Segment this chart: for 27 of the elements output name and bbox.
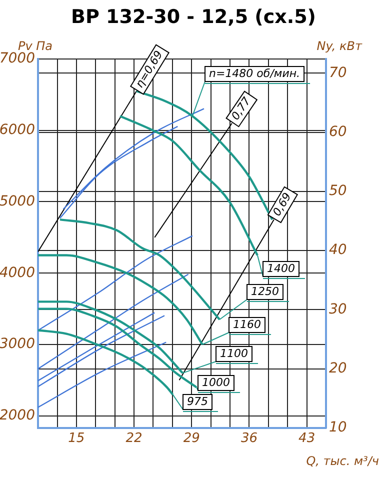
chart-title: ВР 132-30 - 12,5 (сх.5): [71, 6, 316, 28]
x-axis-title: Q, тыс. м³/ч: [306, 454, 379, 468]
y2-tick-label: 40: [329, 242, 347, 258]
x-tick-label: 36: [240, 431, 258, 446]
y-tick-label: 7000: [0, 50, 36, 67]
y2-axis-title: Ny, кВт: [316, 39, 364, 54]
legend-label: 975: [187, 394, 208, 408]
x-tick-label: 43: [298, 431, 316, 446]
y-tick-label: 5000: [0, 193, 36, 210]
y2-tick-label: 10: [329, 420, 347, 436]
x-tick-label: 15: [68, 431, 85, 446]
y2-tick-label: 20: [329, 360, 347, 377]
series-label: 1400: [267, 262, 295, 275]
legend-label: 1100: [220, 346, 248, 360]
y2-tick-label: 50: [329, 183, 347, 200]
legend-label: 1250: [251, 284, 279, 298]
legend-label: 1000: [202, 376, 230, 389]
y-tick-label: 4000: [0, 264, 36, 281]
text: n=1480 об/мин.: [209, 66, 300, 80]
y2-tick-label: 70: [329, 64, 347, 81]
legend-label: 1160: [233, 318, 261, 331]
y2-tick-label: 60: [329, 124, 347, 140]
y2-tick-label: 30: [329, 301, 347, 318]
y-axis-title: Pv Па: [18, 39, 53, 54]
y-tick-label: 6000: [0, 122, 36, 138]
x-tick-label: 22: [126, 431, 142, 446]
x-tick-label: 29: [183, 431, 200, 446]
